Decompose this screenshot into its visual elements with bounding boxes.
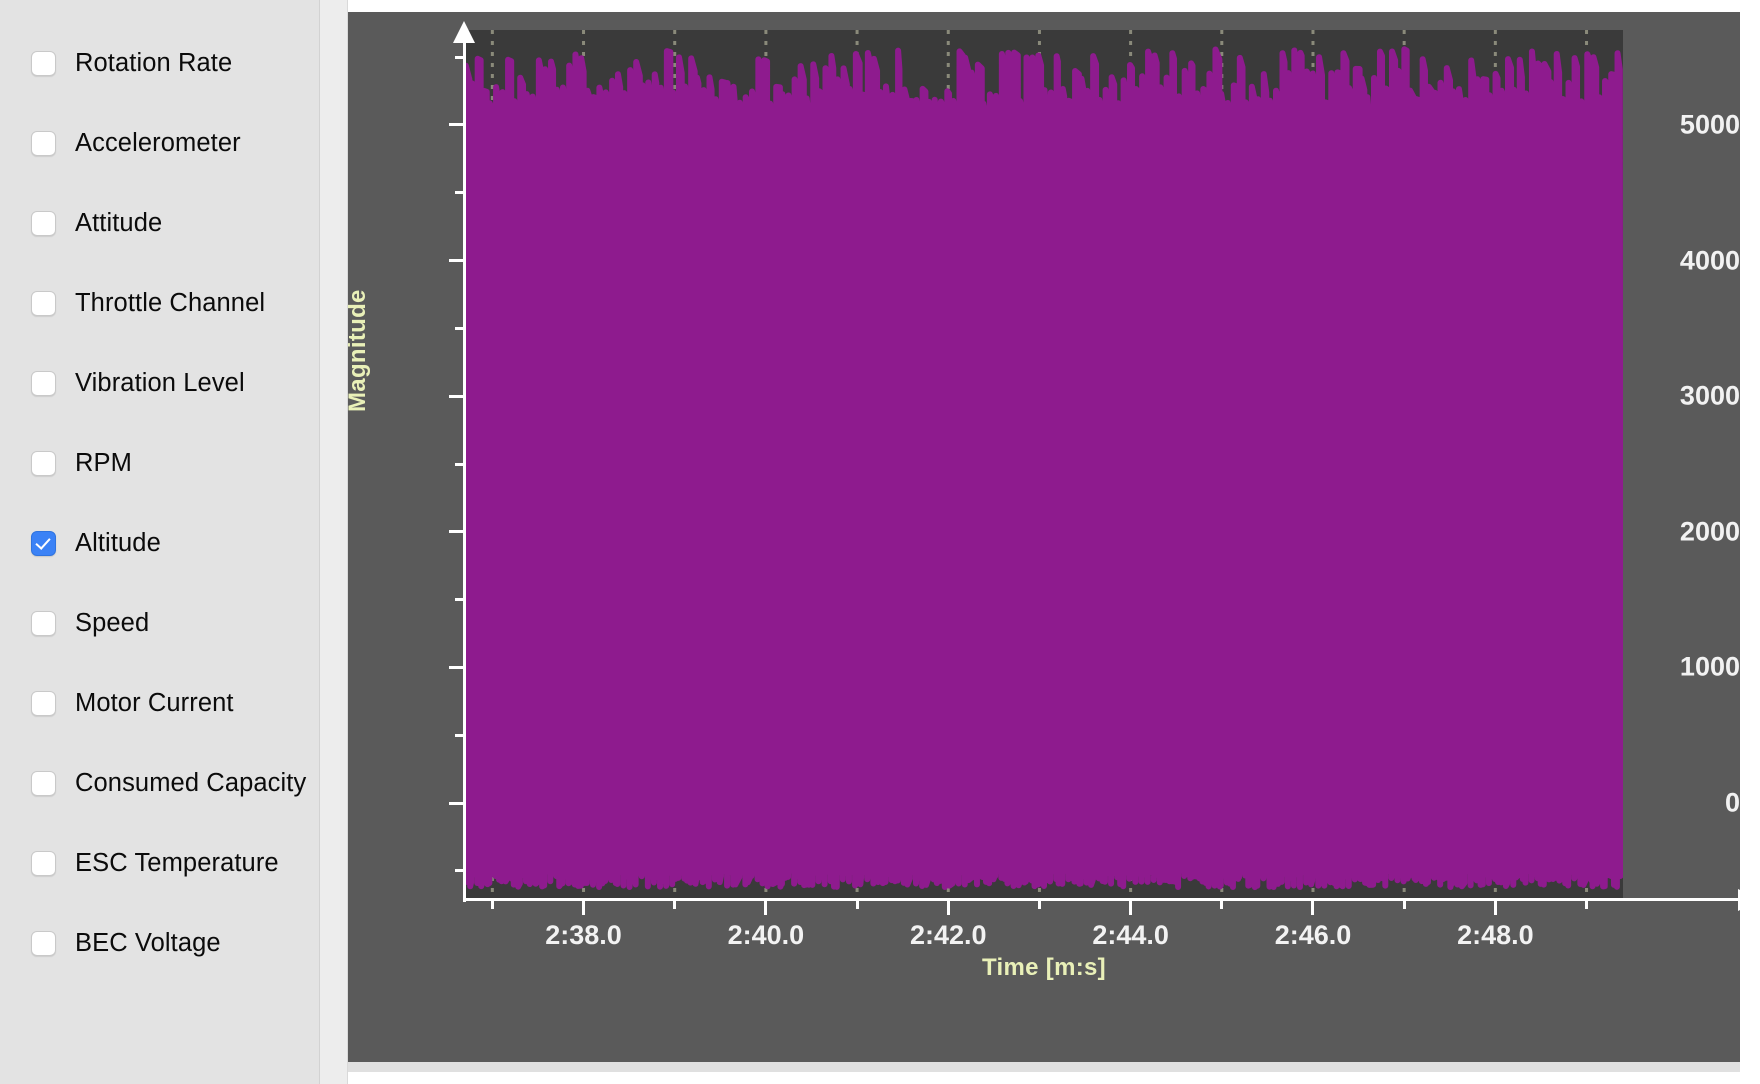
sidebar-item-label: ESC Temperature <box>75 848 279 877</box>
chart-bottom-strip <box>348 1062 1740 1072</box>
sidebar-item-label: Motor Current <box>75 688 234 717</box>
sidebar-item-throttle-channel[interactable]: Throttle Channel <box>0 283 320 323</box>
y-axis-tick <box>449 665 466 669</box>
sidebar-item-esc-temperature[interactable]: ESC Temperature <box>0 843 320 883</box>
y-axis-tick <box>449 394 466 398</box>
y-axis-tick-label: 4000 <box>1679 245 1740 276</box>
sidebar-item-altitude[interactable]: Altitude <box>0 523 320 563</box>
sidebar-item-label: Speed <box>75 608 150 637</box>
sidebar-item-rotation-rate[interactable]: Rotation Rate <box>0 43 320 83</box>
x-axis-arrow-icon <box>1738 889 1740 911</box>
signal-plot-svg <box>465 30 1623 898</box>
x-axis-tick-label: 2:38.0 <box>545 920 622 950</box>
checkbox-checked-icon[interactable] <box>31 530 56 556</box>
sidebar-item-label: Attitude <box>75 208 163 237</box>
y-axis-minor-tick <box>455 733 466 737</box>
x-axis-tick <box>946 898 950 915</box>
x-axis-tick-label: 2:44.0 <box>1092 920 1169 950</box>
checkbox-icon[interactable] <box>31 450 56 476</box>
x-axis-minor-tick <box>1585 898 1589 909</box>
sidebar-item-bec-voltage[interactable]: BEC Voltage <box>0 923 320 963</box>
checkbox-icon[interactable] <box>31 290 56 316</box>
x-axis-tick <box>582 898 586 915</box>
y-axis-tick-label: 2000 <box>1679 516 1740 547</box>
y-axis-minor-tick <box>455 55 466 59</box>
sidebar-item-label: RPM <box>75 448 132 477</box>
x-axis-tick <box>1493 898 1497 915</box>
checkbox-icon[interactable] <box>31 770 56 796</box>
sidebar-item-label: Throttle Channel <box>75 288 266 317</box>
chart-panel: 0 1000 2000 3000 4000 5000 2:38.0 2:40.0 2:42.0… <box>348 0 1760 1084</box>
sidebar-item-label: BEC Voltage <box>75 928 221 957</box>
sidebar-item-label: Altitude <box>75 528 161 557</box>
sidebar-item-label: Vibration Level <box>75 368 245 397</box>
checkbox-icon[interactable] <box>31 850 56 876</box>
sidebar-item-vibration-level[interactable]: Vibration Level <box>0 363 320 403</box>
x-axis-tick-label: 2:48.0 <box>1457 920 1534 950</box>
y-axis-tick <box>449 259 466 263</box>
y-axis-minor-tick <box>455 598 466 602</box>
y-axis-arrow-icon <box>453 21 475 43</box>
x-axis-title: Time [m:s] <box>982 954 1106 981</box>
checkbox-icon[interactable] <box>31 50 56 76</box>
x-axis-minor-tick <box>673 898 677 909</box>
y-axis-title: Magnitude <box>348 289 371 412</box>
y-axis-tick-label: 1000 <box>1679 651 1740 682</box>
sidebar-item-speed[interactable]: Speed <box>0 603 320 643</box>
panel-right-fill <box>1740 0 1760 1084</box>
check-mark-icon <box>35 533 51 550</box>
x-axis-minor-tick <box>1037 898 1041 909</box>
y-axis-tick-label: 0 <box>1724 787 1740 818</box>
sidebar-item-label: Rotation Rate <box>75 48 233 77</box>
y-axis-tick <box>449 801 466 805</box>
checkbox-icon[interactable] <box>31 610 56 636</box>
sidebar-item-consumed-capacity[interactable]: Consumed Capacity <box>0 763 320 803</box>
checkbox-icon[interactable] <box>31 210 56 236</box>
x-axis-tick-label: 2:42.0 <box>909 920 987 950</box>
x-axis-line <box>463 898 1740 901</box>
chart-frame: 0 1000 2000 3000 4000 5000 2:38.0 2:40.0 2:42.0… <box>348 12 1740 1072</box>
x-axis-tick <box>764 898 768 915</box>
y-axis-tick <box>449 123 466 127</box>
sidebar-item-rpm[interactable]: RPM <box>0 443 320 483</box>
x-axis-minor-tick <box>1402 898 1406 909</box>
sensor-channel-sidebar: Rotation Rate Accelerometer Attitude Thrott… <box>0 0 320 1084</box>
y-axis-line <box>463 40 466 902</box>
sidebar-item-motor-current[interactable]: Motor Current <box>0 683 320 723</box>
x-axis-tick <box>1311 898 1315 915</box>
sidebar-item-label: Accelerometer <box>75 128 241 157</box>
y-axis-minor-tick <box>455 191 466 195</box>
checkbox-icon[interactable] <box>31 930 56 956</box>
sidebar-item-label: Consumed Capacity <box>75 768 307 797</box>
y-axis-minor-tick <box>455 326 466 330</box>
x-axis-minor-tick <box>855 898 859 909</box>
checkbox-icon[interactable] <box>31 130 56 156</box>
y-axis-minor-tick <box>455 869 466 873</box>
checkbox-icon[interactable] <box>31 690 56 716</box>
plot-area[interactable] <box>465 30 1623 898</box>
x-axis-minor-tick <box>490 898 494 909</box>
x-axis-minor-tick <box>1220 898 1224 909</box>
checkbox-icon[interactable] <box>31 370 56 396</box>
x-axis-tick-label: 2:46.0 <box>1274 920 1352 950</box>
altitude-signal-path <box>465 46 1623 891</box>
y-axis-tick-label: 3000 <box>1679 380 1740 411</box>
x-axis-tick <box>1129 898 1133 915</box>
sidebar-item-accelerometer[interactable]: Accelerometer <box>0 123 320 163</box>
panel-gutter <box>320 0 348 1084</box>
y-axis-minor-tick <box>455 462 466 466</box>
y-axis-tick <box>449 530 466 534</box>
y-axis-tick-label: 5000 <box>1679 109 1740 140</box>
sidebar-item-attitude[interactable]: Attitude <box>0 203 320 243</box>
sidebar-checkbox-list: Rotation Rate Accelerometer Attitude Thrott… <box>0 0 320 1003</box>
x-axis-tick-label: 2:40.0 <box>727 920 805 950</box>
sidebar-divider <box>319 0 320 1084</box>
